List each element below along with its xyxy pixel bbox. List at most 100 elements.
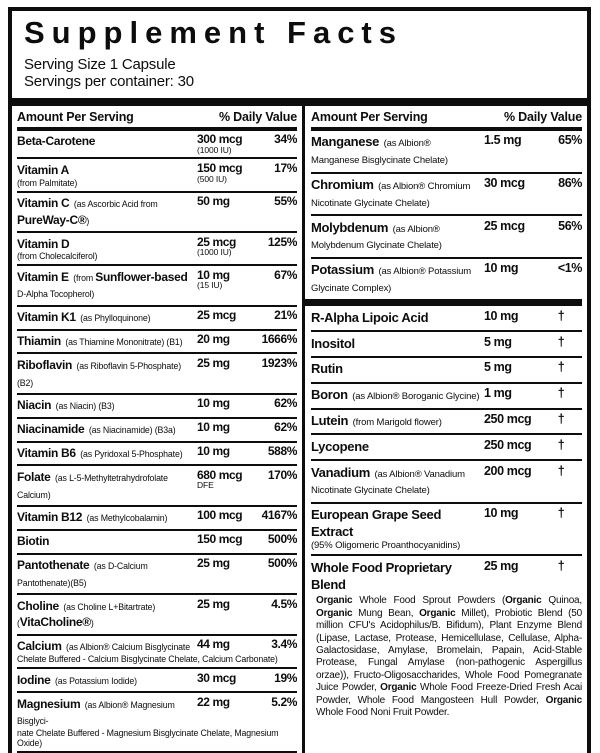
supplement-row: R-Alpha Lipoic Acid 10 mg † (311, 306, 582, 330)
ingredient-daily-value: 67% (274, 267, 297, 282)
ingredient-source-note: (as Choline L+Bitartrate) (VitaCholine®) (17, 601, 156, 630)
ingredient-daily-value: † (557, 437, 565, 452)
panel-header: Supplement Facts Serving Size 1 Capsule … (12, 11, 587, 98)
ingredient-name: Vitamin C (as Ascorbic Acid from PureWay… (17, 196, 158, 227)
ingredient-source-note: (from Sunflower-based D-Alpha Tocopherol… (17, 269, 188, 300)
supplement-row: Whole Food Proprietary Blend 25 mg † Organi… (311, 554, 582, 723)
ingredient-name: Pantothenate (as D-Calcium Pantothenate)… (17, 558, 148, 588)
ingredient-amount: 10 mg (197, 396, 230, 411)
ingredient-name: Vitamin D (from Cholecalciferol) (17, 236, 197, 262)
ingredient-amount: 250 mcg (484, 437, 532, 452)
ingredient-name: Iodine (as Potassium Iodide) (17, 672, 137, 687)
supplement-row: Potassium (as Albion® Potassium Glycinat… (311, 256, 582, 300)
ingredient-daily-value: 125% (267, 234, 297, 249)
left-column-header: Amount Per Serving % Daily Value (17, 106, 297, 127)
ingredient-amount-sub: (500 IU) (197, 173, 227, 184)
panel-title: Supplement Facts (24, 15, 403, 50)
ingredient-amount: 300 mcg (1000 IU) (197, 133, 255, 155)
ingredient-daily-value: 19% (274, 670, 297, 685)
column-header-bar (17, 126, 297, 131)
ingredient-amount: 50 mg (197, 194, 230, 209)
ingredient-daily-value: † (557, 334, 565, 349)
ingredient-daily-value: † (557, 308, 565, 323)
ingredient-source-note: (95% Oligomeric Proanthocyanidins) (311, 539, 461, 551)
ingredient-daily-value: 3.4% (271, 637, 297, 652)
ingredient-name: Biotin (17, 534, 50, 549)
ingredient-amount: 200 mcg (484, 463, 532, 478)
ingredient-source-note: (as Niacinamide) (B3a) (88, 425, 176, 436)
ingredient-name: Magnesium (as Albion® Magnesium Bisglyci… (17, 696, 175, 727)
supplement-row: Zinc (as Albion® Zinc Bisglycinate Chela… (17, 751, 297, 753)
supplement-row: Molybdenum (as Albion® Molybdenum Glycin… (311, 214, 582, 257)
ingredient-amount: 25 mg (484, 558, 519, 573)
ingredient-source-note: (as Phylloquinone) (80, 313, 151, 324)
ingredient-daily-value: 1666% (261, 332, 298, 347)
supplement-facts-label: Supplement Facts Serving Size 1 Capsule … (0, 7, 600, 753)
ingredient-daily-value: 500% (267, 532, 297, 547)
ingredient-amount: 5 mg (484, 334, 512, 349)
ingredient-daily-value: 55% (274, 194, 297, 209)
daily-value-header: % Daily Value (504, 109, 582, 124)
serving-size: Serving Size 1 Capsule (24, 56, 176, 74)
ingredient-daily-value: † (557, 558, 565, 573)
ingredient-source-note: (as Albion® Calcium Bisglycinate (66, 642, 190, 653)
ingredient-daily-value: † (557, 506, 565, 521)
header-divider-bar (12, 97, 587, 106)
ingredient-daily-value: 21% (274, 308, 297, 323)
ingredient-source-note: (as Riboflavin 5-Phosphate) (B2) (17, 360, 181, 388)
column-divider (302, 105, 305, 753)
ingredient-source-note: (from Palmitate) (17, 177, 78, 188)
ingredient-amount: 25 mcg (1000 IU) (197, 235, 255, 258)
supplement-row: Thiamin (as Thiamine Mononitrate) (B1) 20… (17, 328, 298, 353)
ingredient-amount: 1.5 mg (484, 133, 522, 148)
supplement-row: Magnesium (as Albion® Magnesium Bisglyci… (17, 691, 297, 751)
ingredient-name: Lutein (from Marigold flower) (311, 413, 442, 429)
ingredient-amount: 30 mcg (197, 670, 236, 685)
right-column: Amount Per Serving % Daily Value Mangane… (305, 106, 582, 753)
ingredient-daily-value: 500% (267, 556, 297, 570)
supplement-row: Boron (as Albion® Boroganic Glycine) 1 mg… (311, 381, 582, 408)
ingredient-amount: 25 mcg (197, 308, 236, 323)
ingredient-name: Potassium (as Albion® Potassium Glycinat… (311, 262, 472, 295)
ingredient-amount: 10 mg (15 IU) (197, 268, 255, 291)
blend-description: Organic Whole Food Sprout Powders (Organ… (316, 595, 583, 718)
supplement-facts-panel: Supplement Facts Serving Size 1 Capsule … (8, 7, 591, 753)
ingredient-name: Choline (as Choline L+Bitartrate) (VitaC… (17, 598, 156, 630)
section-divider-bar (305, 299, 582, 307)
supplement-row: Pantothenate (as D-Calcium Pantothenate)… (17, 552, 297, 594)
ingredient-name: Vitamin E (from Sunflower-based D-Alpha … (17, 269, 188, 300)
ingredient-name: R-Alpha Lipoic Acid (311, 309, 429, 325)
supplement-row: Lycopene 250 mcg † (311, 433, 582, 459)
supplement-row: Vitamin A (from Palmitate) 150 mcg (500 IU)… (17, 157, 297, 190)
ingredient-name: Lycopene (311, 438, 369, 454)
ingredient-daily-value: 62% (274, 396, 297, 411)
ingredient-amount: 100 mcg (197, 508, 243, 523)
ingredient-name: Riboflavin (as Riboflavin 5-Phosphate) (… (17, 357, 181, 388)
ingredient-daily-value: 34% (274, 132, 297, 147)
ingredient-source-note: (as Thiamine Mononitrate) (B1) (65, 337, 183, 348)
ingredient-name: Vitamin B12 (as Methylcobalamin) (17, 510, 168, 525)
ingredient-source-note: (as Albion® Vanadium Nicotinate Glycinat… (311, 468, 465, 497)
ingredient-daily-value: 1923% (261, 355, 298, 370)
supplement-row: Rutin 5 mg † (311, 355, 582, 382)
supplement-row: Folate (as L-5-Methyltetrahydrofolate Ca… (17, 464, 297, 505)
supplement-row: European Grape Seed Extract (95% Oligomer… (311, 501, 582, 555)
ingredient-name: European Grape Seed Extract (95% Oligomer… (311, 507, 484, 551)
servings-per-container: Servings per container: 30 (24, 73, 194, 91)
column-header-bar (311, 126, 582, 131)
supplement-row: Calcium (as Albion® Calcium Bisglycinate… (17, 633, 297, 668)
ingredient-name: Beta-Carotene (17, 134, 96, 149)
ingredient-source-note: (as Albion® Chromium Nicotinate Glycinat… (311, 181, 471, 209)
ingredient-amount: 22 mg (197, 694, 230, 709)
supplement-row: Manganese (as Albion® Manganese Bisglyci… (311, 131, 582, 172)
ingredient-amount: 150 mcg (197, 532, 243, 547)
amount-per-serving-header: Amount Per Serving (311, 109, 428, 124)
ingredient-source-note: (as Methylcobalamin) (86, 513, 168, 524)
ingredient-daily-value: 5.2% (271, 694, 297, 709)
supplement-row: Iodine (as Potassium Iodide) 30 mcg 19% (17, 667, 297, 691)
ingredient-source-note: (as Pyridoxal 5-Phosphate) (80, 449, 183, 460)
ingredient-name: Vitamin A (from Palmitate) (17, 162, 197, 188)
ingredient-amount: 150 mcg (500 IU) (197, 162, 255, 184)
ingredient-amount-sub: DFE (197, 480, 214, 491)
ingredient-source-note: (as Potassium Iodide) (55, 675, 137, 686)
